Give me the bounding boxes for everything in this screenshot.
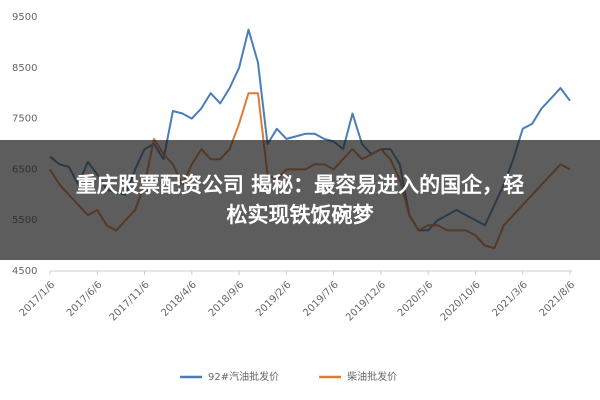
overlay-title: 松实现铁饭碗梦: [227, 203, 375, 227]
x-tick-label: 2017/1/6: [18, 279, 58, 319]
legend-label: 92#汽油批发价: [208, 370, 279, 383]
y-tick-label: 7500: [12, 114, 37, 125]
x-tick-label: 2018/9/6: [207, 279, 247, 319]
overlay-banner: [0, 140, 600, 260]
x-tick-label: 2019/7/6: [301, 279, 341, 319]
legend-label: 柴油批发价: [347, 370, 397, 383]
x-tick-label: 2017/11/6: [108, 279, 152, 323]
x-tick-label: 2017/6/6: [65, 279, 105, 319]
overlay-title: 重庆股票配资公司 揭秘：最容易进入的国企，轻: [76, 173, 524, 197]
y-tick-label: 9500: [12, 12, 37, 23]
x-tick-label: 2020/10/6: [439, 279, 483, 323]
x-tick-label: 2019/12/6: [344, 279, 388, 323]
y-tick-label: 4500: [12, 266, 37, 277]
y-tick-label: 8500: [12, 63, 37, 74]
x-tick-label: 2018/4/6: [160, 279, 200, 319]
x-tick-label: 2020/5/6: [396, 279, 436, 319]
x-tick-label: 2019/2/6: [254, 279, 294, 319]
x-tick-label: 2021/8/6: [538, 279, 578, 319]
x-tick-label: 2021/3/6: [490, 279, 530, 319]
